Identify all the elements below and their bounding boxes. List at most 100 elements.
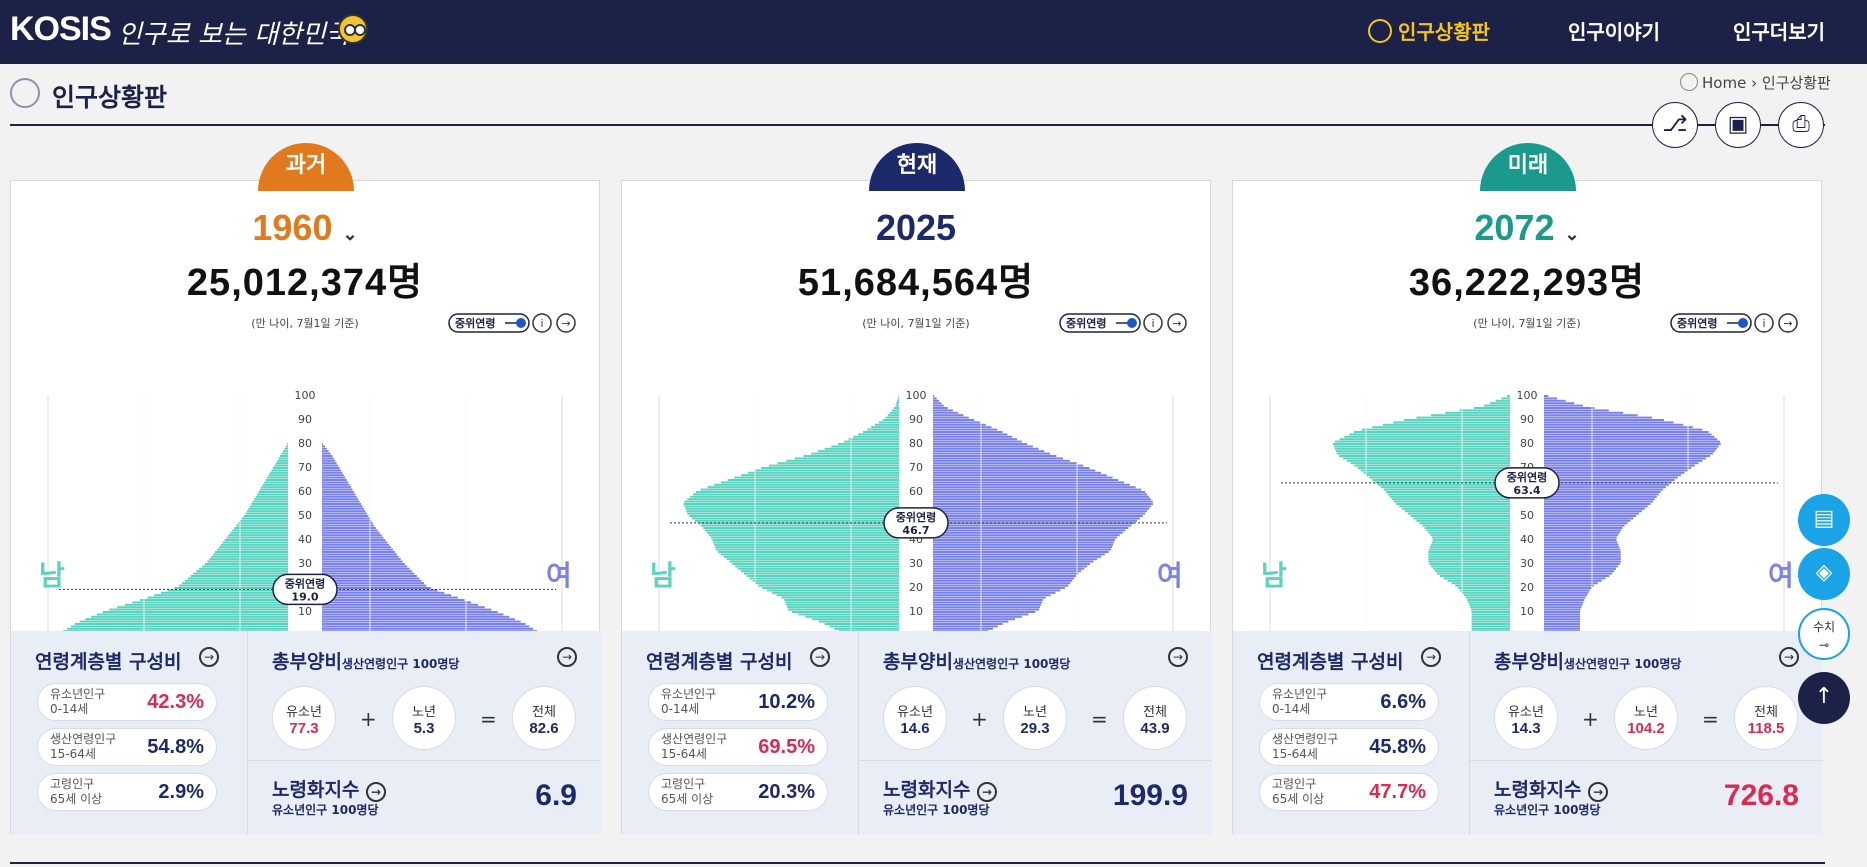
kosis-logo[interactable]: KOSIS xyxy=(10,10,112,48)
arrow-right-icon[interactable]: → xyxy=(1779,647,1799,667)
y-tick-label: 50 xyxy=(1520,509,1534,522)
arrow-right-icon[interactable]: → xyxy=(810,647,830,667)
female-bar xyxy=(933,551,1109,553)
female-bar xyxy=(322,594,452,597)
arrow-right-icon[interactable]: → xyxy=(366,782,387,802)
nav-population-more[interactable]: 인구더보기 xyxy=(1733,20,1825,44)
arrow-right-icon[interactable]: → xyxy=(199,647,219,667)
female-bar xyxy=(1544,536,1617,539)
female-bar xyxy=(1544,419,1664,421)
female-bar xyxy=(1544,495,1657,498)
nav-population-dashboard[interactable]: 인구상황판 xyxy=(1368,16,1490,45)
info-icon[interactable]: i xyxy=(1754,313,1774,333)
numeric-toggle[interactable]: 수치 ⊸ xyxy=(1798,608,1850,660)
arrow-right-icon[interactable]: → xyxy=(1778,313,1798,333)
print-button[interactable]: ⎙ xyxy=(1778,102,1824,148)
female-bar xyxy=(1544,462,1699,465)
female-bar xyxy=(1544,452,1713,455)
male-bar xyxy=(264,481,288,484)
male-bar xyxy=(752,579,899,582)
male-bar xyxy=(1428,555,1510,558)
female-bar xyxy=(1544,483,1669,486)
male-bar xyxy=(1470,606,1510,609)
female-bar xyxy=(322,589,438,592)
female-bar xyxy=(1544,421,1674,424)
population-pyramid-chart: (만 나이, 7월1일 기준)중위연령i→0102030405060708090… xyxy=(622,311,1212,666)
arrow-right-icon[interactable]: → xyxy=(1167,313,1187,333)
female-bar xyxy=(933,608,1040,611)
year-selector[interactable]: 1960 ⌄ xyxy=(11,207,599,249)
total-label: 전체 xyxy=(532,705,556,720)
age-share-value: 69.5% xyxy=(758,736,815,758)
male-bar xyxy=(1435,570,1510,573)
male-bar xyxy=(707,531,899,534)
male-bar xyxy=(1342,457,1510,460)
arrow-right-icon[interactable]: → xyxy=(1588,782,1609,802)
presentation-button[interactable]: ▤ xyxy=(1798,494,1850,546)
arrow-right-icon[interactable]: → xyxy=(1168,647,1188,667)
female-bar xyxy=(933,529,1126,532)
male-bar xyxy=(255,495,288,498)
female-bar xyxy=(322,541,388,544)
male-bar xyxy=(243,515,288,517)
female-bar xyxy=(933,423,986,426)
female-bar xyxy=(933,416,969,419)
female-bar xyxy=(1544,464,1695,467)
male-bar xyxy=(749,577,899,580)
male-bar xyxy=(897,399,899,402)
layers-button[interactable]: ◈ xyxy=(1798,548,1850,600)
median-age-toggle[interactable]: 중위연령 xyxy=(1670,313,1752,333)
female-bar xyxy=(933,534,1120,537)
male-bar xyxy=(1410,515,1510,517)
aging-index-title: 노령화지수 → xyxy=(272,775,387,802)
female-bar xyxy=(933,603,1041,606)
male-bar xyxy=(238,522,288,525)
female-bar xyxy=(1544,423,1684,426)
y-tick-label: 60 xyxy=(298,485,312,498)
female-bar xyxy=(322,529,378,532)
year-selector[interactable]: 2072 ⌄ xyxy=(1233,207,1821,249)
female-bar xyxy=(322,488,353,491)
arrow-right-icon[interactable]: → xyxy=(556,313,576,333)
y-tick-label: 80 xyxy=(298,437,312,450)
female-bar xyxy=(1544,435,1715,438)
median-age-toggle[interactable]: 중위연령 xyxy=(1059,313,1141,333)
female-bar xyxy=(322,483,350,486)
female-bar xyxy=(322,531,380,534)
male-bar xyxy=(211,555,288,558)
nav-population-story[interactable]: 인구이야기 xyxy=(1568,20,1660,44)
old-dependency: 노년 104.2 xyxy=(1614,686,1678,750)
scroll-top-button[interactable]: ↑ xyxy=(1798,672,1850,724)
female-bar xyxy=(933,411,959,414)
male-bar xyxy=(726,558,899,561)
arrow-right-icon[interactable]: → xyxy=(1421,647,1441,667)
breadcrumb-home[interactable]: Home xyxy=(1702,74,1747,92)
female-bar xyxy=(933,469,1096,472)
male-bar xyxy=(1501,397,1510,400)
female-bar xyxy=(1544,608,1581,611)
arrow-right-icon[interactable]: → xyxy=(557,647,577,667)
male-bar xyxy=(248,507,288,510)
male-bar xyxy=(707,486,899,489)
female-bar xyxy=(1544,539,1617,541)
median-age-toggle[interactable]: 중위연령 xyxy=(448,313,530,333)
male-bar xyxy=(1471,611,1510,613)
arrow-right-icon[interactable]: → xyxy=(977,782,998,802)
female-bar xyxy=(1544,555,1621,558)
youth-dependency: 유소년 14.3 xyxy=(1494,686,1558,750)
female-label: 여 xyxy=(546,559,572,592)
save-image-button[interactable]: ▣ xyxy=(1715,102,1761,148)
female-bar xyxy=(322,620,521,623)
bottom-divider xyxy=(10,862,1825,864)
male-bar xyxy=(1428,560,1510,563)
share-button[interactable]: ⎇ xyxy=(1652,102,1698,148)
dependency-ratio-sub: 생산연령인구 100명당 xyxy=(341,657,460,671)
info-icon[interactable]: i xyxy=(1143,313,1163,333)
male-bar xyxy=(216,548,288,551)
female-bar xyxy=(322,481,349,484)
info-icon[interactable]: i xyxy=(532,313,552,333)
male-bar xyxy=(787,606,899,609)
male-bar xyxy=(1339,455,1510,457)
home-icon[interactable] xyxy=(1680,73,1698,91)
